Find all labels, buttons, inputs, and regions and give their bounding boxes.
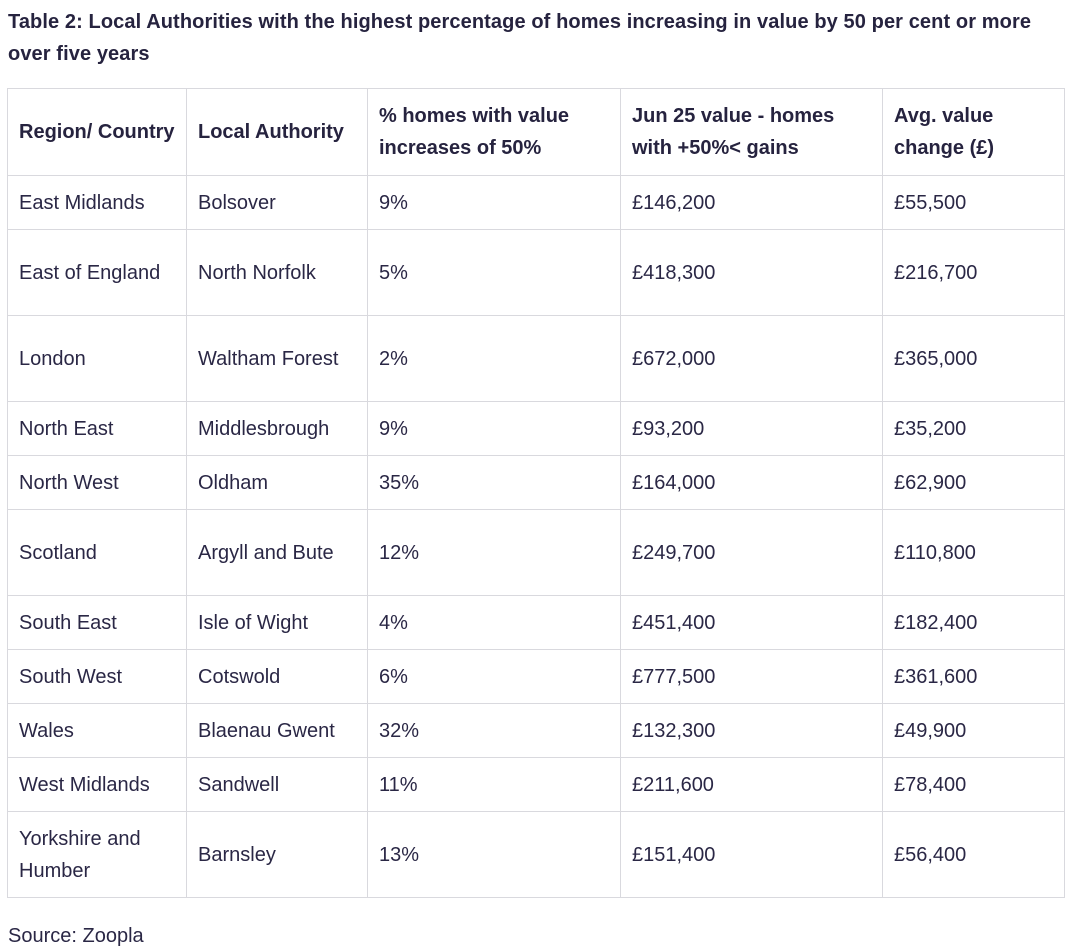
cell-region: Wales (7, 703, 187, 758)
cell-local-authority: Sandwell (186, 757, 368, 812)
column-header-jun25-value: Jun 25 value - homes with +50%< gains (620, 88, 883, 176)
cell-avg-value-change: £62,900 (882, 455, 1065, 510)
cell-jun25-value: £777,500 (620, 649, 883, 704)
cell-region: Scotland (7, 509, 187, 596)
cell-jun25-value: £93,200 (620, 401, 883, 456)
cell-avg-value-change: £55,500 (882, 175, 1065, 230)
cell-percent-homes: 32% (367, 703, 621, 758)
cell-jun25-value: £211,600 (620, 757, 883, 812)
cell-avg-value-change: £361,600 (882, 649, 1065, 704)
table-row: West Midlands Sandwell 11% £211,600 £78,400 (7, 757, 1065, 812)
column-header-percent-homes: % homes with value increases of 50% (367, 88, 621, 176)
cell-region: North West (7, 455, 187, 510)
cell-region: London (7, 315, 187, 402)
cell-local-authority: North Norfolk (186, 229, 368, 316)
cell-avg-value-change: £56,400 (882, 811, 1065, 898)
cell-local-authority: Middlesbrough (186, 401, 368, 456)
table-body: East Midlands Bolsover 9% £146,200 £55,500 Ea… (7, 175, 1065, 898)
cell-percent-homes: 35% (367, 455, 621, 510)
table-row: North West Oldham 35% £164,000 £62,900 (7, 455, 1065, 510)
source-note: Source: Zoopla (8, 925, 144, 947)
cell-region: East of England (7, 229, 187, 316)
cell-local-authority: Barnsley (186, 811, 368, 898)
column-header-region: Region/ Country (7, 88, 187, 176)
table-caption: Table 2: Local Authorities with the high… (8, 11, 1032, 65)
cell-region: South West (7, 649, 187, 704)
cell-avg-value-change: £110,800 (882, 509, 1065, 596)
cell-local-authority: Oldham (186, 455, 368, 510)
cell-percent-homes: 6% (367, 649, 621, 704)
cell-avg-value-change: £35,200 (882, 401, 1065, 456)
cell-avg-value-change: £182,400 (882, 595, 1065, 650)
cell-jun25-value: £418,300 (620, 229, 883, 316)
cell-percent-homes: 13% (367, 811, 621, 898)
cell-local-authority: Bolsover (186, 175, 368, 230)
cell-region: East Midlands (7, 175, 187, 230)
cell-avg-value-change: £216,700 (882, 229, 1065, 316)
cell-jun25-value: £146,200 (620, 175, 883, 230)
cell-percent-homes: 4% (367, 595, 621, 650)
cell-local-authority: Isle of Wight (186, 595, 368, 650)
cell-jun25-value: £249,700 (620, 509, 883, 596)
table-row: East of England North Norfolk 5% £418,300 £2… (7, 229, 1065, 316)
table-row: Scotland Argyll and Bute 12% £249,700 £110,8… (7, 509, 1065, 596)
cell-region: West Midlands (7, 757, 187, 812)
table-row: South West Cotswold 6% £777,500 £361,600 (7, 649, 1065, 704)
cell-jun25-value: £151,400 (620, 811, 883, 898)
cell-avg-value-change: £49,900 (882, 703, 1065, 758)
cell-region: South East (7, 595, 187, 650)
cell-percent-homes: 11% (367, 757, 621, 812)
cell-local-authority: Argyll and Bute (186, 509, 368, 596)
table-row: East Midlands Bolsover 9% £146,200 £55,500 (7, 175, 1065, 230)
cell-local-authority: Cotswold (186, 649, 368, 704)
local-authorities-table: Region/ Country Local Authority % homes … (7, 88, 1065, 898)
table-row: London Waltham Forest 2% £672,000 £365,000 (7, 315, 1065, 402)
cell-avg-value-change: £365,000 (882, 315, 1065, 402)
cell-local-authority: Blaenau Gwent (186, 703, 368, 758)
table-row: South East Isle of Wight 4% £451,400 £182,40… (7, 595, 1065, 650)
cell-jun25-value: £132,300 (620, 703, 883, 758)
cell-jun25-value: £672,000 (620, 315, 883, 402)
table-row: North East Middlesbrough 9% £93,200 £35,200 (7, 401, 1065, 456)
table-row: Wales Blaenau Gwent 32% £132,300 £49,900 (7, 703, 1065, 758)
column-header-avg-value-change: Avg. value change (£) (882, 88, 1065, 176)
cell-percent-homes: 9% (367, 401, 621, 456)
cell-avg-value-change: £78,400 (882, 757, 1065, 812)
table-header-row: Region/ Country Local Authority % homes … (7, 88, 1065, 176)
cell-percent-homes: 12% (367, 509, 621, 596)
cell-region: Yorkshire and Humber (7, 811, 187, 898)
cell-percent-homes: 2% (367, 315, 621, 402)
cell-percent-homes: 9% (367, 175, 621, 230)
cell-region: North East (7, 401, 187, 456)
table-row: Yorkshire and Humber Barnsley 13% £151,400 £… (7, 811, 1065, 898)
cell-jun25-value: £164,000 (620, 455, 883, 510)
cell-local-authority: Waltham Forest (186, 315, 368, 402)
cell-percent-homes: 5% (367, 229, 621, 316)
column-header-local-authority: Local Authority (186, 88, 368, 176)
cell-jun25-value: £451,400 (620, 595, 883, 650)
